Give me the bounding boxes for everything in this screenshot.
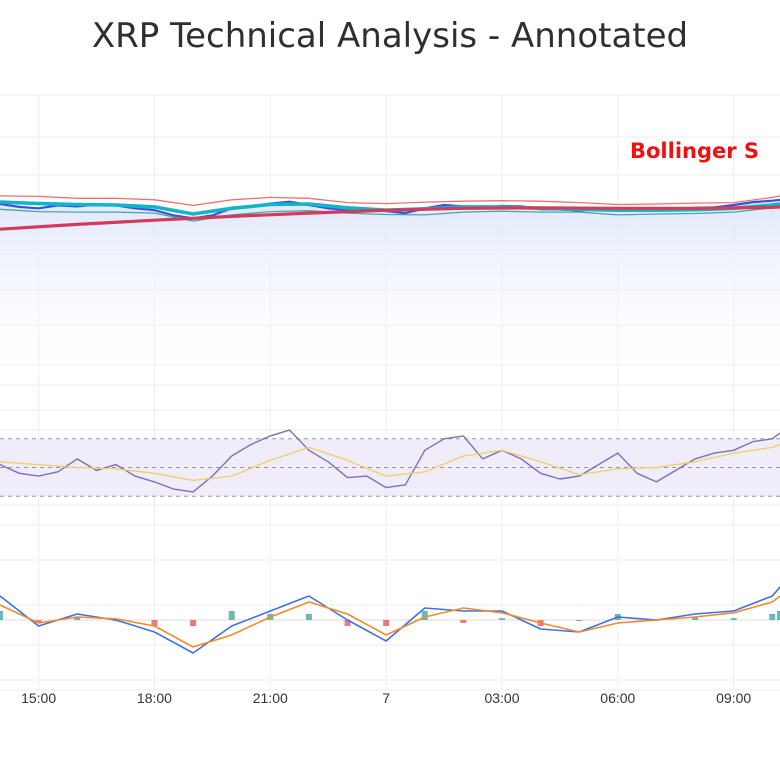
macd-histogram-bar: [35, 620, 42, 623]
macd-signal-line: [0, 595, 780, 648]
rsi-panel: [0, 429, 780, 497]
macd-histogram-bar: [190, 620, 197, 626]
price-area: [0, 199, 780, 385]
moving-average-long-line: [0, 205, 780, 231]
macd-panel: [0, 586, 780, 654]
rsi-line: [0, 429, 780, 493]
macd-histogram-bar: [74, 617, 81, 620]
x-tick-label: 15:00: [21, 690, 56, 706]
x-tick-label: 21:00: [253, 690, 288, 706]
price-panel: [0, 195, 780, 385]
x-tick-label: 18:00: [137, 690, 172, 706]
macd-histogram-bar: [769, 614, 776, 620]
macd-histogram-bar: [383, 620, 390, 626]
x-tick-label: 06:00: [600, 690, 635, 706]
annotation-label: Bollinger S: [630, 139, 759, 163]
macd-histogram-bar: [777, 611, 780, 620]
bollinger-lower-line: [0, 205, 780, 222]
macd-line: [0, 586, 780, 654]
macd-histogram-bar: [576, 620, 583, 621]
x-axis: 15:00 18:00 21:00 7 03:00 06:00 09:00: [21, 690, 751, 706]
macd-histogram-bar: [305, 614, 312, 620]
x-tick-label: 03:00: [484, 690, 519, 706]
macd-histogram-bar: [228, 611, 235, 620]
macd-histogram-bar: [460, 620, 467, 623]
rsi-signal-line: [0, 443, 780, 482]
macd-histogram-bar: [498, 618, 505, 620]
macd-histogram-bar: [151, 620, 158, 626]
macd-histogram-bar: [0, 611, 3, 620]
macd-histogram-bar: [730, 618, 737, 620]
x-tick-label: 7: [382, 690, 390, 706]
macd-histogram-bar: [692, 617, 699, 620]
panels: [0, 195, 780, 654]
grid: [0, 94, 780, 691]
chart-title: XRP Technical Analysis - Annotated: [92, 16, 688, 56]
macd-histogram-bar: [421, 611, 428, 620]
x-tick-label: 09:00: [716, 690, 751, 706]
macd-histogram-bar: [344, 620, 351, 626]
bollinger-upper-line: [0, 195, 780, 207]
